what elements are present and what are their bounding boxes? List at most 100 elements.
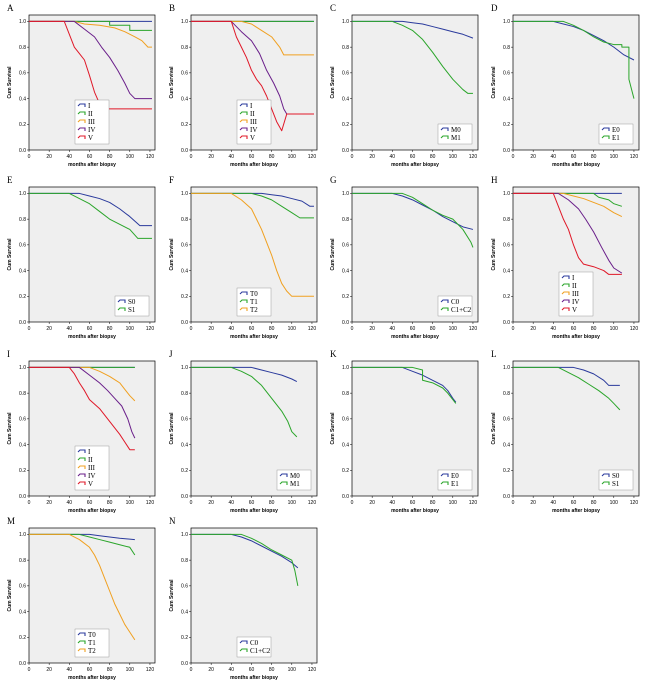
- series-line-m1: [191, 366, 298, 438]
- y-tick-label: 0.6: [181, 71, 188, 77]
- y-tick-label: 0.2: [19, 468, 26, 474]
- x-tick-label: 120: [146, 154, 155, 160]
- x-tick-label: 80: [107, 154, 113, 160]
- legend-swatch: [239, 299, 248, 303]
- x-tick-label: 100: [126, 500, 135, 506]
- x-tick-label: 120: [308, 326, 317, 332]
- legend-swatch: [561, 283, 570, 287]
- y-tick-label: 1.0: [19, 365, 26, 371]
- y-tick-label: 0.4: [19, 268, 26, 274]
- panel-j: J 0.0 0.2 0.4 0.6 0.8 1.0 0 20 40 60 80 100 120 months…: [169, 349, 318, 514]
- x-axis-title: months after biopsy: [391, 508, 439, 514]
- y-axis-title: Cum Survival: [169, 412, 175, 445]
- legend-label: T0: [250, 290, 258, 298]
- legend-swatch: [440, 299, 449, 303]
- x-axis-title: months after biopsy: [230, 162, 278, 168]
- legend-label: I: [572, 274, 575, 282]
- y-tick-label: 0.6: [19, 584, 26, 590]
- x-axis-title: months after biopsy: [552, 162, 600, 168]
- y-tick-label: 0.2: [503, 294, 510, 300]
- x-tick-label: 0: [512, 154, 515, 160]
- x-tick-label: 80: [107, 500, 113, 506]
- legend-label: M1: [290, 480, 300, 488]
- x-tick-label: 100: [610, 154, 619, 160]
- legend-swatch: [77, 465, 86, 469]
- legend-swatch: [561, 299, 570, 303]
- series-line-c0: [191, 533, 299, 569]
- x-tick-label: 80: [591, 326, 597, 332]
- legend-swatch: [117, 299, 126, 303]
- x-tick-label: 80: [107, 326, 113, 332]
- series-line-t2: [29, 533, 136, 641]
- y-tick-label: 0.2: [503, 468, 510, 474]
- y-tick-label: 1.0: [342, 19, 349, 25]
- legend-label: I: [88, 448, 91, 456]
- x-tick-label: 20: [208, 667, 214, 673]
- series-line-s0: [29, 192, 152, 227]
- x-tick-label: 120: [146, 500, 155, 506]
- x-tick-label: 80: [269, 154, 275, 160]
- x-tick-label: 40: [229, 154, 235, 160]
- legend-label: IV: [88, 472, 95, 480]
- x-tick-label: 20: [46, 154, 52, 160]
- legend-label: IV: [250, 126, 257, 134]
- y-tick-label: 0.8: [181, 391, 188, 397]
- y-tick-label: 1.0: [181, 19, 188, 25]
- panel-n: N 0.0 0.2 0.4 0.6 0.8 1.0 0 20 40 60 80 100 120 months…: [169, 516, 318, 681]
- panel-f-letter: F: [169, 175, 174, 185]
- series-line-t1: [191, 192, 314, 219]
- legend-swatch: [601, 127, 610, 131]
- x-tick-label: 40: [390, 500, 396, 506]
- legend-label: C0: [451, 298, 460, 306]
- legend-swatch: [279, 481, 288, 485]
- y-tick-label: 0.4: [342, 268, 349, 274]
- y-axis-title: Cum Survival: [330, 238, 336, 271]
- series-line-iii: [513, 192, 623, 218]
- series-line-iv: [29, 20, 152, 100]
- x-tick-label: 20: [530, 326, 536, 332]
- legend-swatch: [239, 648, 248, 652]
- x-tick-label: 20: [46, 500, 52, 506]
- x-axis-title: months after biopsy: [391, 334, 439, 340]
- legend-label: II: [572, 282, 577, 290]
- legend-box: [74, 628, 110, 658]
- x-tick-label: 20: [369, 500, 375, 506]
- series-line-iii: [29, 20, 152, 48]
- legend-swatch: [601, 473, 610, 477]
- y-tick-label: 0.2: [342, 294, 349, 300]
- series-line-v: [191, 20, 314, 132]
- x-tick-label: 120: [146, 667, 155, 673]
- x-tick-label: 40: [67, 667, 73, 673]
- y-tick-label: 0.2: [181, 294, 188, 300]
- y-tick-label: 0.6: [181, 243, 188, 249]
- y-tick-label: 0.2: [181, 468, 188, 474]
- x-tick-label: 20: [46, 326, 52, 332]
- y-tick-label: 0.8: [342, 217, 349, 223]
- y-axis-title: Cum Survival: [491, 66, 497, 99]
- x-tick-label: 100: [126, 326, 135, 332]
- y-tick-label: 0.0: [503, 494, 510, 500]
- legend-label: T1: [250, 298, 258, 306]
- series-line-iv: [513, 192, 623, 274]
- series-line-ii: [513, 192, 623, 207]
- y-tick-label: 1.0: [181, 191, 188, 197]
- y-tick-label: 1.0: [503, 19, 510, 25]
- y-tick-label: 0.0: [19, 661, 26, 667]
- x-tick-label: 100: [449, 154, 458, 160]
- x-tick-label: 40: [229, 326, 235, 332]
- x-axis-title: months after biopsy: [230, 508, 278, 514]
- y-tick-label: 0.4: [19, 442, 26, 448]
- y-tick-label: 0.6: [342, 417, 349, 423]
- series-line-ii: [29, 20, 152, 31]
- x-tick-label: 0: [351, 500, 354, 506]
- y-tick-label: 0.6: [342, 71, 349, 77]
- y-axis-title: Cum Survival: [7, 238, 13, 271]
- panel-g-letter: G: [330, 175, 337, 185]
- legend-label: S1: [612, 480, 620, 488]
